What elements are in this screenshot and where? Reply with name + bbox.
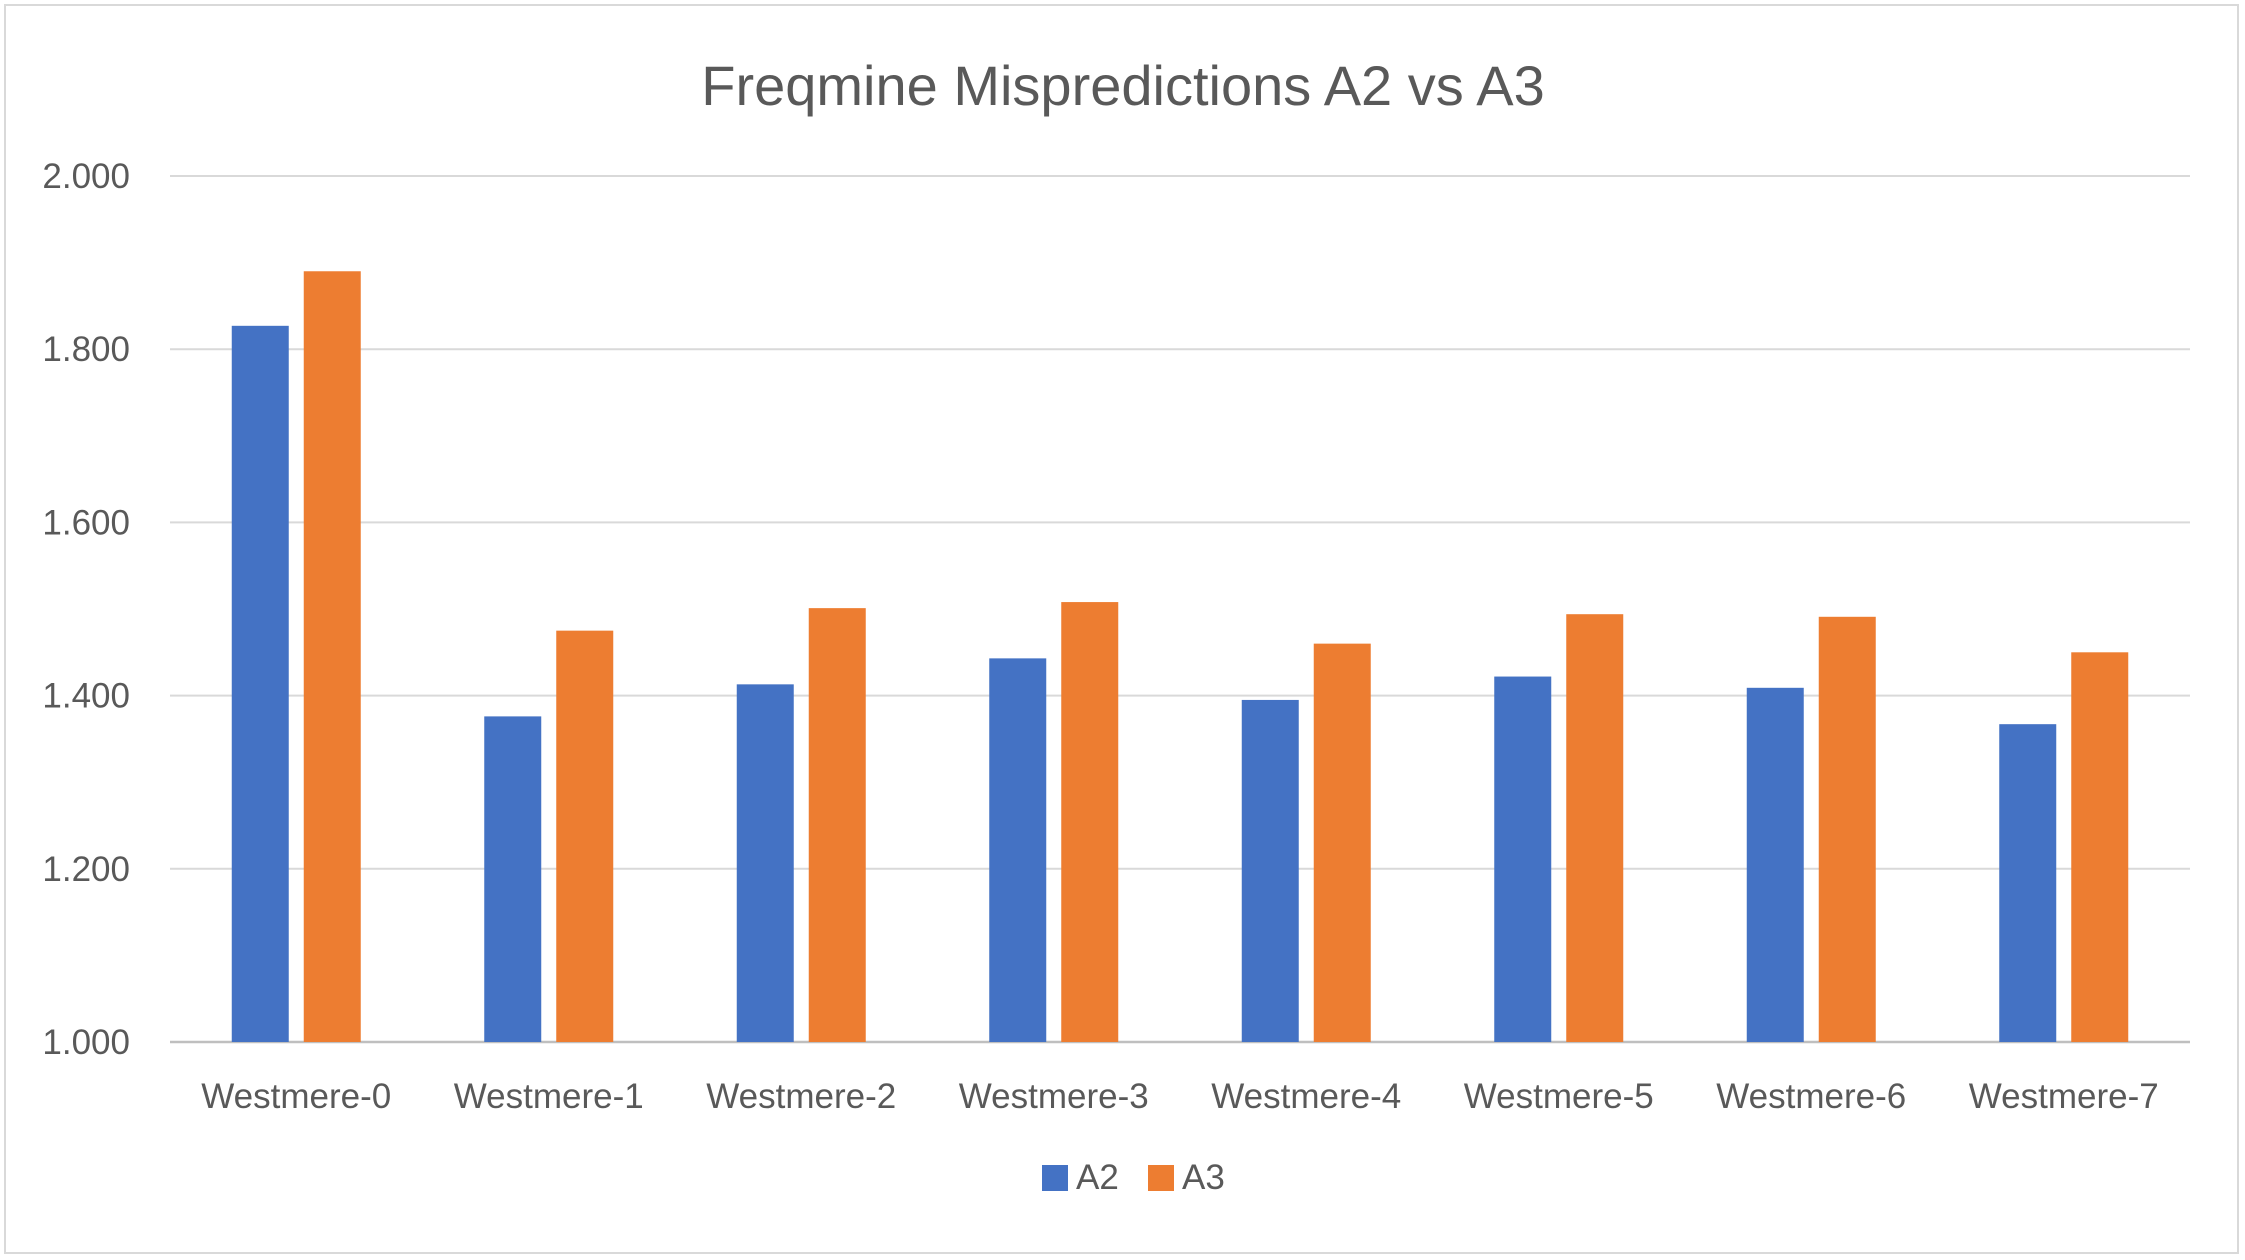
bars [231,271,2129,1042]
y-tick-label: 1.000 [42,1023,130,1062]
y-tick-label: 1.400 [42,677,130,716]
bar-a3-westmere-7 [2071,652,2129,1042]
bar-a3-westmere-5 [1566,614,1624,1042]
bar-a2-westmere-7 [1999,724,2057,1042]
bar-a2-westmere-4 [1241,699,1299,1042]
gridlines [170,175,2190,1044]
legend: A2 A3 [1042,1158,1225,1197]
legend-label-a3: A3 [1182,1158,1225,1197]
y-tick-label: 2.000 [42,157,130,196]
bar-a3-westmere-1 [556,630,614,1042]
chart-area: Freqmine Mispredictions A2 vs A3 1.000 1.… [4,4,2239,1254]
bar-a2-westmere-0 [231,325,289,1042]
y-tick-label: 1.800 [42,330,130,369]
bar-a3-westmere-6 [1818,616,1876,1042]
bar-a2-westmere-5 [1494,676,1552,1042]
bar-a2-westmere-2 [736,684,794,1042]
legend-label-a2: A2 [1076,1158,1119,1197]
chart-title: Freqmine Mispredictions A2 vs A3 [701,54,1544,117]
bar-a2-westmere-3 [989,658,1047,1042]
x-tick-label: Westmere-5 [1464,1077,1654,1116]
bar-a3-westmere-2 [808,608,866,1042]
bar-chart: Freqmine Mispredictions A2 vs A3 1.0001.… [42,54,2190,1197]
x-tick-label: Westmere-0 [201,1077,391,1116]
x-tick-label: Westmere-6 [1716,1077,1906,1116]
bar-a2-westmere-1 [484,716,542,1042]
x-tick-label: Westmere-2 [706,1077,896,1116]
y-axis: 1.000 1.200 1.400 1.600 1.800 2.000 [42,157,130,1062]
bar-a3-westmere-3 [1061,602,1119,1042]
y-tick-label: 1.600 [42,503,130,542]
x-tick-label: Westmere-1 [454,1077,644,1116]
bar-a3-westmere-0 [303,271,361,1042]
x-tick-label: Westmere-4 [1211,1077,1401,1116]
x-tick-label: Westmere-3 [959,1077,1149,1116]
bar-a3-westmere-4 [1313,643,1371,1042]
x-axis: Westmere-0 Westmere-1 Westmere-2 Westmere-3… [201,1077,2158,1116]
x-tick-label: Westmere-7 [1969,1077,2159,1116]
legend-swatch-a2 [1042,1165,1068,1191]
legend-swatch-a3 [1148,1165,1174,1191]
y-tick-label: 1.200 [42,850,130,889]
bar-a2-westmere-6 [1746,687,1804,1042]
